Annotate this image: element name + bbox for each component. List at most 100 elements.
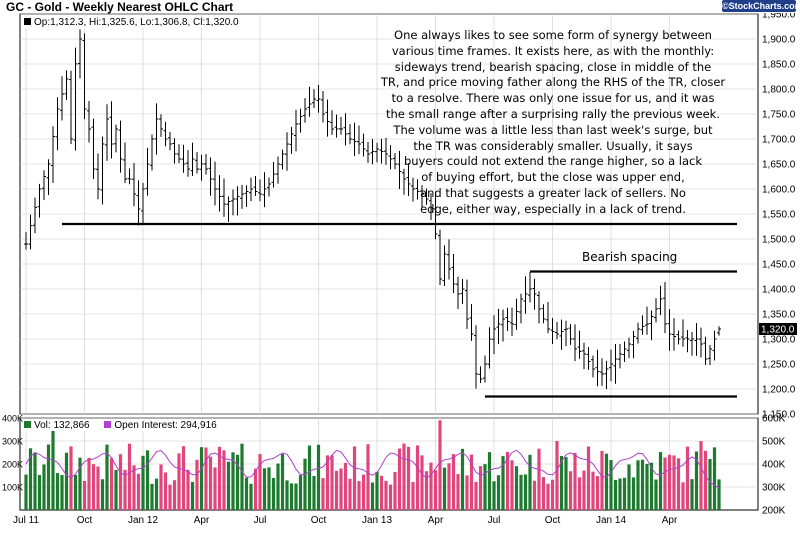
volume-bar (240, 443, 244, 510)
price-tick-label: 1,600.0 (762, 185, 796, 196)
volume-bar (330, 455, 334, 510)
last-price-label: 1,320.0 (761, 325, 795, 336)
time-tick-label: Oct (77, 515, 93, 526)
volume-bar (712, 447, 717, 510)
volume-bar (694, 451, 699, 510)
volume-bar (456, 474, 460, 510)
volume-bar (717, 479, 721, 510)
volume-bar (204, 447, 208, 510)
volume-bar (667, 454, 672, 510)
volume-bar (55, 473, 60, 510)
open-interest-line (25, 449, 720, 489)
oi-tick-label: 600K (762, 414, 786, 425)
volume-bar (280, 453, 285, 510)
volume-bar (127, 443, 132, 510)
volume-bar (114, 469, 118, 510)
volume-tick-label: 100K (2, 483, 23, 493)
price-tick-label: 1,800.0 (762, 85, 796, 96)
volume-bar (177, 453, 181, 510)
time-tick-label: Jul (488, 515, 501, 526)
volume-bar (334, 470, 339, 510)
volume-bar (352, 446, 357, 510)
volume-bar (379, 475, 384, 510)
volume-bar (397, 448, 402, 510)
volume-bar (208, 456, 213, 510)
volume-bar (186, 469, 190, 510)
volume-bar (145, 450, 150, 510)
volume-bar (465, 475, 469, 510)
volume-bar (613, 479, 618, 510)
volume-bar (33, 452, 37, 510)
volume-bar (577, 477, 582, 510)
volume-bar (343, 462, 348, 510)
volume-bar (393, 472, 397, 510)
price-tick-label: 1,250.0 (762, 360, 796, 371)
volume-bar (91, 464, 96, 510)
volume-bar (672, 455, 676, 510)
volume-bar (181, 446, 186, 510)
volume-bar (690, 479, 694, 510)
volume-bar (654, 479, 658, 510)
price-tick-label: 1,300.0 (762, 335, 796, 346)
oi-legend-text: Open Interest: 294,916 (114, 420, 217, 431)
volume-bar (199, 447, 204, 510)
volume-bar (132, 465, 136, 510)
volume-bar (424, 471, 429, 510)
volume-bar (195, 459, 199, 510)
volume-bar (388, 484, 393, 510)
volume-bar (523, 474, 528, 510)
price-tick-label: 1,500.0 (762, 235, 796, 246)
volume-bar (568, 471, 573, 510)
volume-bar (316, 444, 321, 510)
volume-bar (105, 444, 109, 510)
volume-bar (478, 466, 483, 510)
volume-bar (96, 466, 100, 510)
volume-bar (681, 482, 685, 510)
price-tick-label: 1,400.0 (762, 285, 796, 296)
chart-title: GC - Gold - Weekly Nearest OHLC Chart (6, 0, 234, 14)
open-interest-series (25, 449, 720, 489)
volume-bar (87, 457, 91, 510)
volume-bar (573, 452, 577, 510)
volume-bar (298, 475, 303, 510)
bearish-spacing-label: Bearish spacing (582, 250, 678, 264)
price-tick-label: 1,850.0 (762, 60, 796, 71)
volume-bar (645, 463, 649, 510)
volume-bar (636, 460, 640, 510)
volume-bar (42, 464, 46, 510)
volume-bar (78, 457, 82, 510)
volume-bar (244, 477, 249, 510)
volume-bar (649, 462, 654, 510)
volume-bar (262, 468, 267, 510)
volume-bar (235, 454, 240, 510)
volume-bar (699, 441, 703, 510)
volume-bar (24, 474, 28, 510)
volume-bar (415, 445, 420, 510)
time-tick-label: Apr (662, 515, 678, 526)
volume-bar (168, 484, 172, 510)
volume-bar (123, 469, 127, 510)
volume-bar (100, 479, 105, 510)
oi-tick-label: 300K (762, 483, 786, 494)
volume-bar (325, 455, 330, 510)
volume-bar (231, 452, 235, 510)
volume-bar (622, 477, 627, 510)
volume-bar (703, 450, 708, 510)
price-tick-label: 1,200.0 (762, 385, 796, 396)
volume-bar (307, 445, 312, 510)
volume-bar (496, 475, 501, 510)
chart-header: GC - Gold - Weekly Nearest OHLC Chart ©S… (0, 0, 800, 14)
volume-bar (46, 444, 51, 510)
volume-bar (361, 474, 366, 510)
volume-bar (582, 470, 586, 510)
volume-bar (348, 478, 352, 510)
volume-bar (370, 482, 375, 510)
volume-bar (609, 460, 613, 510)
volume-bar (469, 454, 474, 510)
volume-bar (658, 452, 663, 510)
volume-bar (402, 443, 406, 510)
volume-bar (487, 452, 492, 510)
volume-bar (559, 455, 564, 510)
volume-bar (222, 450, 226, 510)
